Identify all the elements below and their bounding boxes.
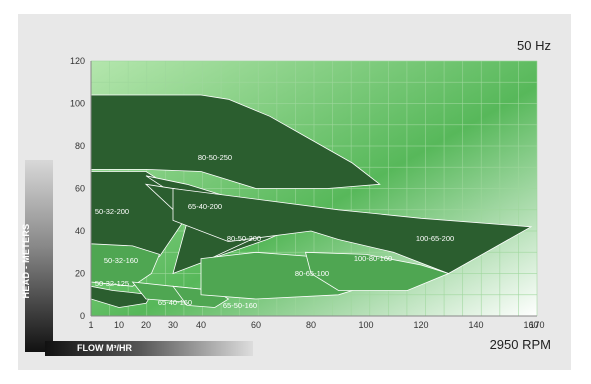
- series-region-100-80-160: [304, 251, 450, 291]
- series-label-65-40-160: 65-40-160: [158, 298, 192, 307]
- series-region-80-50-250: [90, 94, 381, 189]
- speed-label: 2950 RPM: [489, 337, 551, 352]
- series-label-80-50-200: 80-50-200: [227, 234, 261, 243]
- x-tick-label: 10: [114, 320, 124, 330]
- y-tick-label: 100: [70, 99, 85, 109]
- series-label-100-80-160: 100-80-160: [354, 254, 392, 263]
- series-label-50-32-160: 50-32-160: [104, 256, 138, 265]
- x-axis-label: FLOW M³/HR: [77, 343, 132, 353]
- x-tick-label: 80: [306, 320, 316, 330]
- x-tick-label: 60: [251, 320, 261, 330]
- x-tick-label: 170: [529, 320, 544, 330]
- y-tick-label: 60: [75, 184, 85, 194]
- x-tick-label: 20: [141, 320, 151, 330]
- x-axis-label-box: [45, 341, 253, 356]
- y-tick-label: 80: [75, 141, 85, 151]
- x-tick-label: 1: [88, 320, 93, 330]
- y-axis-label: HEAD - METERS: [21, 223, 31, 299]
- frequency-label: 50 Hz: [517, 38, 551, 53]
- x-tick-label: 140: [468, 320, 483, 330]
- y-tick-label: 20: [75, 269, 85, 279]
- series-label-50-32-200: 50-32-200: [95, 207, 129, 216]
- y-tick-label: 40: [75, 226, 85, 236]
- x-tick-label: 160: [523, 320, 538, 330]
- series-label-80-65-100: 80-65-100: [295, 269, 329, 278]
- x-tick-label: 120: [413, 320, 428, 330]
- series-region-100-65-200: [172, 188, 533, 274]
- y-axis-label-box: [25, 160, 53, 352]
- series-label-50-32-125: 50-32-125: [95, 279, 129, 288]
- series-label-100-65-200: 100-65-200: [416, 234, 454, 243]
- series-label-65-50-160: 65-50-160: [223, 301, 257, 310]
- series-label-65-40-200: 65-40-200: [188, 202, 222, 211]
- x-tick-label: 100: [358, 320, 373, 330]
- series-label-80-50-250: 80-50-250: [198, 153, 232, 162]
- y-tick-label: 0: [80, 311, 85, 321]
- x-tick-label: 30: [168, 320, 178, 330]
- y-tick-label: 120: [70, 56, 85, 66]
- x-tick-label: 40: [196, 320, 206, 330]
